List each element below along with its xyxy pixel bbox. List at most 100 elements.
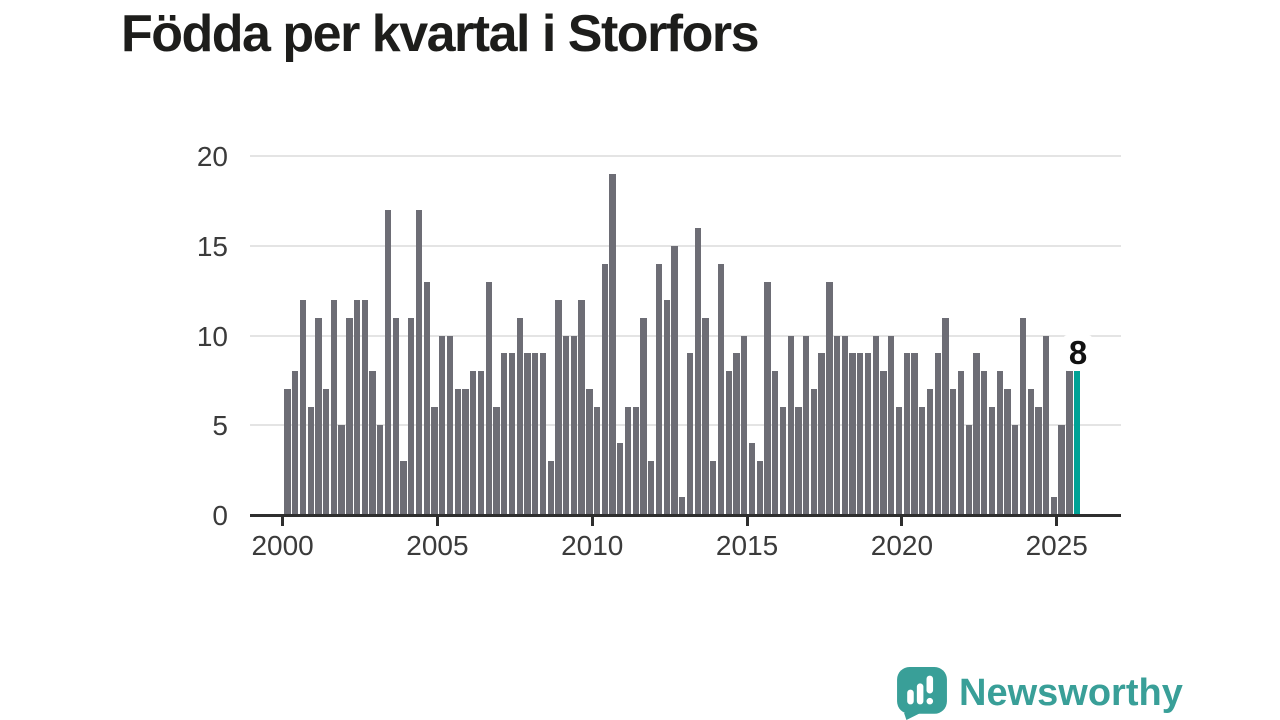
chart-bar: [307, 407, 314, 515]
x-tick-label: 2010: [561, 530, 624, 561]
x-tick-label: 2025: [1025, 530, 1088, 561]
chart-bar: [392, 317, 399, 515]
newsworthy-logo-text: Newsworthy: [959, 672, 1183, 714]
chart-bar: [1027, 389, 1034, 515]
chart-bar: [888, 335, 895, 515]
chart-bar: [872, 335, 879, 515]
chart-bar: [624, 407, 632, 515]
chart-bar: [477, 371, 485, 515]
chart-bar: [880, 371, 887, 515]
chart-bar: [640, 317, 647, 515]
x-tick-mark: [281, 517, 285, 526]
chart-bar: [1050, 497, 1058, 515]
chart-bar: [981, 371, 988, 515]
gridline-y-10: [250, 334, 1121, 337]
chart-bar: [733, 353, 740, 515]
chart-bar: [346, 317, 353, 515]
chart-bar: [694, 227, 701, 515]
chart-bar: [957, 371, 965, 515]
chart-bar: [911, 353, 918, 515]
chart-bar: [284, 389, 291, 515]
chart-bar: [470, 371, 477, 515]
chart-bar: [841, 335, 848, 515]
chart-bar: [601, 263, 608, 515]
y-tick-label: 15: [196, 230, 228, 262]
chart-bar: [539, 353, 547, 515]
chart-bar: [593, 407, 601, 515]
chart-bar: [988, 407, 996, 515]
chart-bar: [369, 371, 376, 515]
chart-bar: [423, 281, 430, 515]
y-tick-label: 5: [212, 410, 228, 442]
chart-bar: [787, 335, 794, 515]
x-tick-mark: [1055, 517, 1059, 526]
chart-bar: [446, 335, 454, 515]
chart-bar: [810, 389, 818, 515]
gridline-y-20: [250, 155, 1121, 157]
chart-bar: [338, 425, 345, 515]
chart-bar: [648, 461, 655, 515]
chart-bar: [779, 407, 787, 515]
chart-bar: [973, 353, 980, 515]
chart-bar: [679, 497, 686, 515]
gridline-y-5: [250, 424, 1121, 427]
chart-bar: [361, 299, 368, 515]
x-tick-mark: [435, 517, 439, 526]
x-tick-label: 2000: [251, 530, 314, 561]
chart-bar: [532, 353, 539, 515]
chart-title: Födda per kvartal i Storfors: [121, 5, 760, 63]
chart-bar: [1035, 407, 1042, 515]
chart-bar: [903, 353, 910, 515]
chart-bar: [485, 281, 492, 515]
chart-bar: [632, 407, 639, 515]
chart-bar: [663, 299, 670, 515]
chart-bar: [965, 425, 972, 515]
newsworthy-logo: Newsworthy: [897, 667, 1183, 720]
chart-bar: [849, 353, 856, 515]
chart-bar: [323, 389, 330, 515]
x-tick-label: 2020: [870, 530, 934, 561]
chart-bar: [1004, 389, 1011, 515]
chart-bar: [826, 281, 833, 515]
chart-bar: [330, 299, 338, 515]
chart-bar: [772, 371, 779, 515]
chart-bar-highlighted: [1073, 371, 1081, 515]
chart-bar: [454, 389, 461, 515]
chart-bar: [934, 353, 941, 515]
chart-bar: [741, 335, 748, 515]
x-tick-mark: [590, 517, 594, 526]
chart-bar: [686, 353, 694, 515]
chart-bar: [570, 335, 578, 515]
chart-bar: [578, 299, 585, 515]
chart-bar: [702, 317, 709, 515]
chart-bar: [617, 443, 624, 515]
chart-bar: [996, 371, 1003, 515]
highlight-value-label: 8: [1063, 335, 1093, 371]
chart-bar: [655, 263, 663, 515]
chart-bar: [1058, 425, 1065, 515]
chart-bar: [299, 299, 307, 515]
chart-bar: [555, 299, 562, 515]
chart-bar: [439, 335, 446, 515]
chart-bar: [431, 407, 438, 515]
x-tick-mark: [745, 517, 749, 526]
chart-bar: [408, 317, 415, 515]
chart-bar: [586, 389, 593, 515]
x-tick-label: 2005: [406, 530, 469, 561]
x-tick-label: 2015: [715, 530, 779, 561]
chart-bar: [353, 299, 361, 515]
chart-bar: [926, 389, 934, 515]
chart-bar: [864, 353, 872, 515]
chart-bar: [857, 353, 864, 515]
chart-bar: [710, 461, 717, 515]
chart-bar: [795, 407, 802, 515]
chart-bar: [895, 407, 903, 515]
x-axis-line: [250, 514, 1121, 517]
chart-bar: [1042, 335, 1050, 515]
chart-bar: [292, 371, 299, 515]
y-tick-label: 20: [196, 141, 228, 172]
chart-bar: [671, 245, 678, 515]
chart-bar: [400, 461, 407, 515]
y-tick-label: 0: [212, 500, 228, 531]
